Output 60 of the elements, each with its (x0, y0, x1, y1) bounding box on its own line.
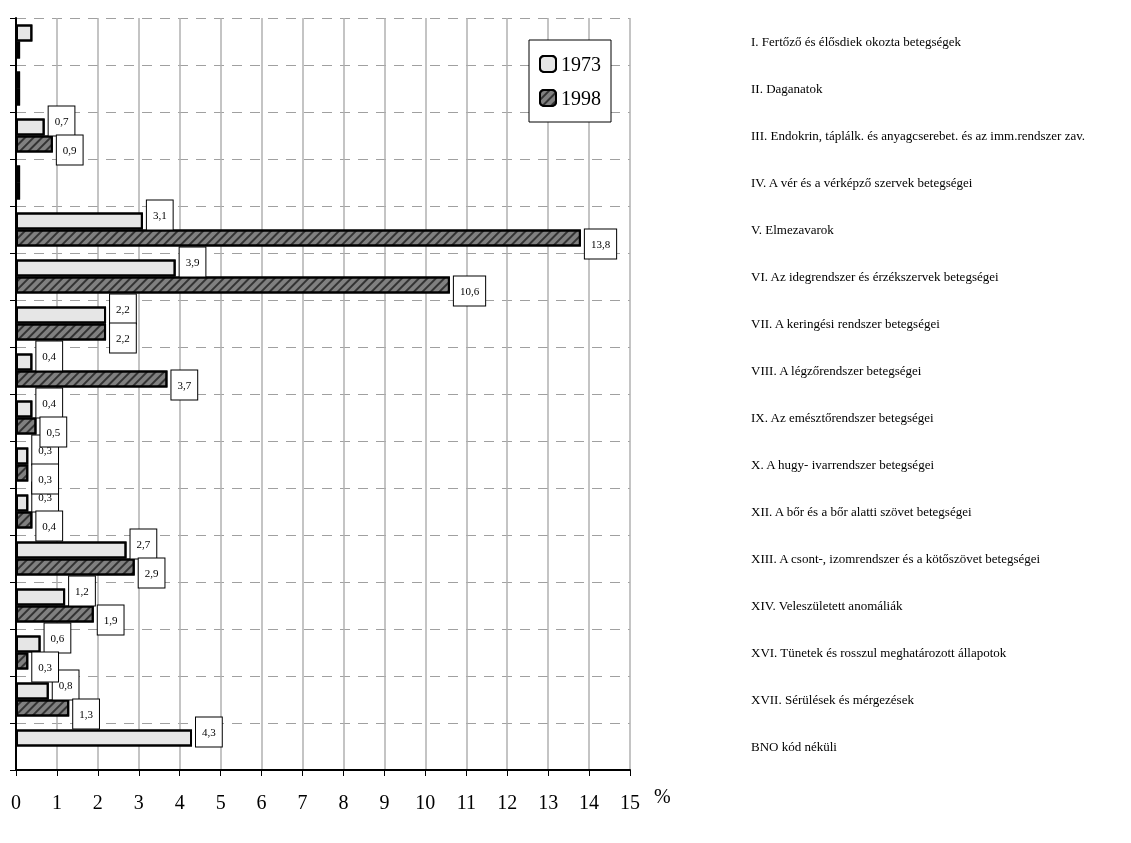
data-label: 0,4 (42, 397, 57, 409)
data-label: 4,3 (202, 726, 217, 738)
data-label: 3,7 (177, 379, 192, 391)
x-tick-label: 7 (297, 791, 308, 813)
data-label: 0,9 (62, 144, 78, 156)
data-label: 1,2 (75, 585, 89, 597)
x-tick-label: 5 (215, 791, 226, 813)
data-label: 0,6 (50, 632, 65, 644)
data-label: 0,5 (46, 426, 61, 438)
data-label: 0,3 (38, 444, 53, 456)
y-tick-label: XII. A bőr és a bőr alatti szövet betegségei (751, 504, 972, 519)
y-tick-label: VI. Az idegrendszer és érzékszervek betegségei (751, 269, 999, 284)
data-label: 0,3 (38, 491, 53, 503)
y-tick-label: X. A hugy- ivarrendszer betegségei (751, 457, 935, 472)
data-label: 0,4 (42, 520, 57, 532)
data-label: 1,9 (103, 614, 119, 626)
y-tick-label: IX. Az emésztőrendszer betegségei (751, 410, 935, 425)
y-tick-label: XIII. A csont-, izomrendszer és a kötőszövet betegségei (751, 551, 1041, 566)
y-tick-label: XIV. Veleszületett anomáliák (751, 598, 904, 613)
y-tick-label: IV. A vér és a vérképző szervek betegségei (751, 175, 973, 190)
x-tick-label: 11 (456, 791, 476, 813)
y-tick-label: VIII. A légzőrendszer betegségei (751, 363, 922, 378)
data-label: 2,2 (116, 332, 130, 344)
y-tick-label: I. Fertőző és élősdiek okozta betegségek (751, 34, 962, 49)
x-tick-label: 14 (579, 791, 600, 813)
y-tick-label: V. Elmezavarok (751, 222, 835, 237)
y-tick-label: BNO kód néküli (751, 739, 838, 754)
x-tick-label: 13 (538, 791, 559, 813)
x-tick-label: 15 (620, 791, 640, 813)
legend-label: 1998 (561, 87, 601, 109)
x-tick-label: 10 (415, 791, 436, 813)
data-label: 0,4 (42, 350, 57, 362)
x-tick-label: 2 (92, 791, 103, 813)
x-tick-label: 12 (497, 791, 518, 813)
data-label: 13,8 (590, 238, 611, 250)
x-tick-label: 8 (338, 791, 349, 813)
data-label: 3,1 (152, 209, 167, 221)
data-label: 0,3 (38, 661, 53, 673)
data-label: 0,7 (54, 115, 69, 127)
data-label: 2,2 (116, 303, 130, 315)
x-tick-label: 0 (11, 791, 21, 813)
y-tick-label: XVI. Tünetek és rosszul meghatározott állapotok (751, 645, 1007, 660)
y-tick-label: II. Daganatok (751, 81, 823, 96)
data-label: 0,3 (38, 473, 53, 485)
x-tick-label: 6 (256, 791, 267, 813)
x-tick-label: 9 (379, 791, 390, 813)
y-tick-label: VII. A keringési rendszer betegségei (751, 316, 941, 331)
data-label: 10,6 (459, 285, 480, 297)
x-tick-label: 1 (51, 791, 62, 813)
data-label: 0,8 (58, 679, 73, 691)
data-label: 3,9 (185, 256, 200, 268)
x-tick-label: 3 (133, 791, 144, 813)
legend-label: 1973 (561, 53, 601, 75)
data-label: 2,7 (136, 538, 151, 550)
y-tick-label: III. Endokrin, táplálk. és anyagcserebet. és az imm.rendszer zav. (751, 128, 1086, 143)
data-label: 1,3 (79, 708, 94, 720)
x-tick-label: 4 (174, 791, 185, 813)
data-label: 2,9 (144, 567, 159, 579)
x-axis-title: % (654, 785, 671, 807)
y-tick-label: XVII. Sérülések és mérgezések (751, 692, 915, 707)
